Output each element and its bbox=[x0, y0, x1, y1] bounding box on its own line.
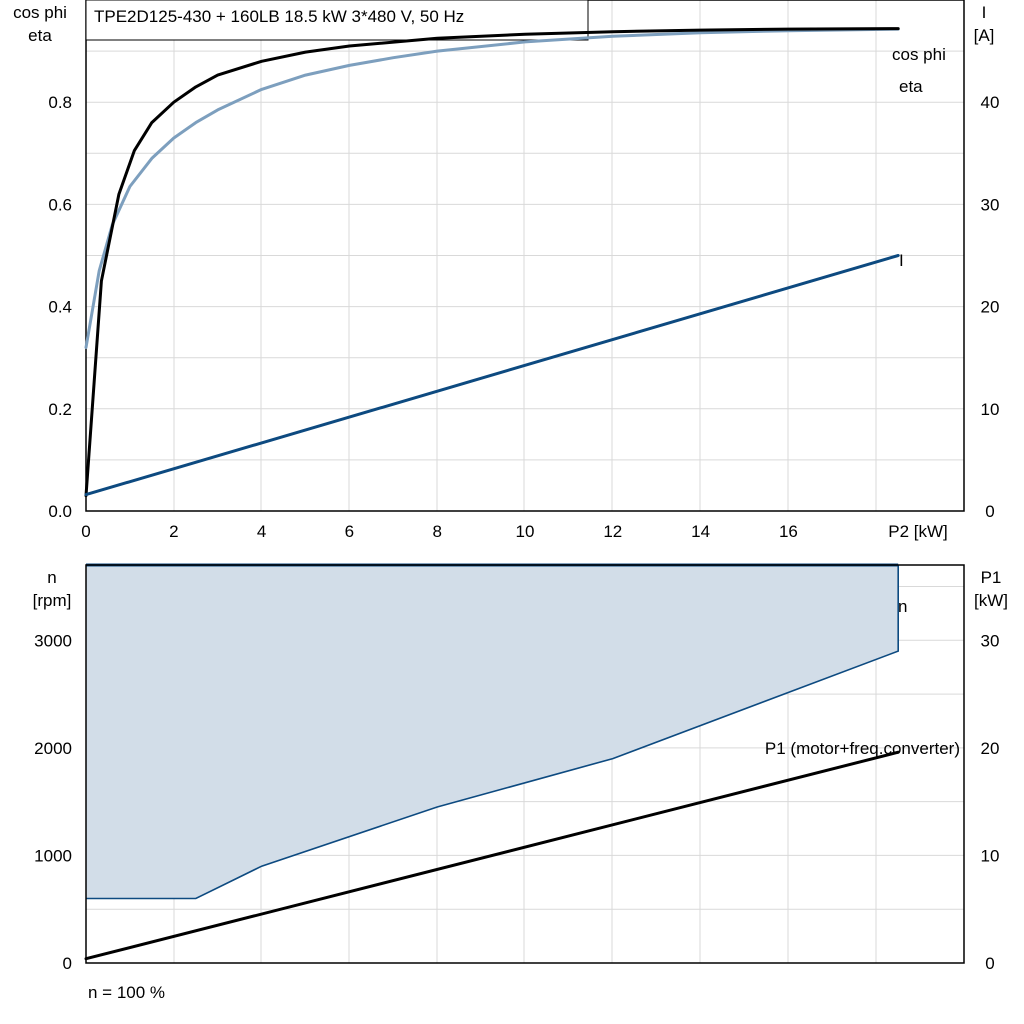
bottom-right-tick-labels: 0 10 20 30 bbox=[981, 631, 1000, 973]
bottom-series bbox=[84, 563, 900, 961]
bottom-left-axis-label-line1: n bbox=[47, 568, 56, 587]
top-x-tick-label: 0 bbox=[81, 522, 90, 541]
top-right-tick-labels: 0 10 20 30 40 bbox=[981, 93, 1000, 521]
chart-title: TPE2D125-430 + 160LB 18.5 kW 3*480 V, 50… bbox=[94, 7, 464, 26]
top-x-tick-label: 2 bbox=[169, 522, 178, 541]
top-right-axis-label-line2: [A] bbox=[974, 26, 995, 45]
bottom-left-tick-label: 0 bbox=[63, 954, 72, 973]
top-grid bbox=[85, 0, 964, 511]
eta-curve bbox=[84, 27, 900, 498]
top-right-tick-label: 10 bbox=[981, 400, 1000, 419]
chart-title-box bbox=[85, 0, 589, 41]
bottom-plot-frame bbox=[85, 564, 965, 964]
top-x-tick-label: 10 bbox=[516, 522, 535, 541]
top-right-tick-label: 40 bbox=[981, 93, 1000, 112]
current-series-label: I bbox=[899, 251, 904, 270]
bottom-left-tick-label: 2000 bbox=[34, 739, 72, 758]
top-left-tick-labels: 0.0 0.2 0.4 0.6 0.8 bbox=[48, 93, 72, 521]
top-left-tick-label: 0.8 bbox=[48, 93, 72, 112]
top-x-tick-label: 8 bbox=[432, 522, 441, 541]
cos-phi-curve bbox=[84, 27, 900, 349]
bottom-right-axis-label-line2: [kW] bbox=[974, 591, 1008, 610]
top-x-axis-label: P2 [kW] bbox=[888, 522, 948, 541]
cos-phi-series-label: cos phi bbox=[892, 45, 946, 64]
bottom-right-tick-label: 10 bbox=[981, 846, 1000, 865]
top-panel: TPE2D125-430 + 160LB 18.5 kW 3*480 V, 50… bbox=[13, 0, 999, 541]
bottom-panel: n [rpm] P1 [kW] n = 100 % 0100020003000 … bbox=[33, 563, 1008, 1002]
top-left-tick-label: 0.2 bbox=[48, 400, 72, 419]
top-series bbox=[84, 27, 900, 498]
top-right-tick-label: 0 bbox=[985, 502, 994, 521]
bottom-right-tick-label: 0 bbox=[985, 954, 994, 973]
top-x-tick-labels: 0 2 4 6 8 10 12 14 16 bbox=[81, 522, 798, 541]
bottom-left-axis-label-line2: [rpm] bbox=[33, 591, 72, 610]
top-left-axis-label-line1: cos phi bbox=[13, 3, 67, 22]
bottom-footer-label: n = 100 % bbox=[88, 983, 165, 1002]
eta-series-label: eta bbox=[899, 77, 923, 96]
top-x-tick-label: 12 bbox=[603, 522, 622, 541]
top-left-tick-label: 0.4 bbox=[48, 298, 72, 317]
top-left-axis-label-line2: eta bbox=[28, 26, 52, 45]
top-x-tick-label: 6 bbox=[345, 522, 354, 541]
top-right-tick-label: 30 bbox=[981, 195, 1000, 214]
bottom-right-tick-label: 30 bbox=[981, 631, 1000, 650]
operating-range-area bbox=[86, 565, 899, 899]
top-left-tick-label: 0.6 bbox=[48, 195, 72, 214]
p1-series-label: P1 (motor+freq.converter) bbox=[765, 739, 960, 758]
bottom-right-tick-label: 20 bbox=[981, 739, 1000, 758]
top-plot-frame bbox=[85, 0, 965, 512]
p1-line bbox=[84, 750, 900, 961]
bottom-left-tick-label: 1000 bbox=[34, 846, 72, 865]
top-x-tick-label: 4 bbox=[257, 522, 266, 541]
top-x-tick-label: 14 bbox=[691, 522, 710, 541]
top-right-tick-label: 20 bbox=[981, 298, 1000, 317]
top-right-axis-label-line1: I bbox=[982, 3, 987, 22]
operating-range-boundary bbox=[86, 565, 900, 900]
bottom-left-tick-labels: 0 1000 2000 3000 bbox=[34, 631, 72, 973]
top-x-tick-label: 16 bbox=[779, 522, 798, 541]
bottom-left-tick-label: 3000 bbox=[34, 631, 72, 650]
speed-series-label: n bbox=[898, 597, 907, 616]
current-line bbox=[84, 254, 900, 497]
bottom-right-axis-label-line1: P1 bbox=[981, 568, 1002, 587]
top-left-tick-label: 0.0 bbox=[48, 502, 72, 521]
